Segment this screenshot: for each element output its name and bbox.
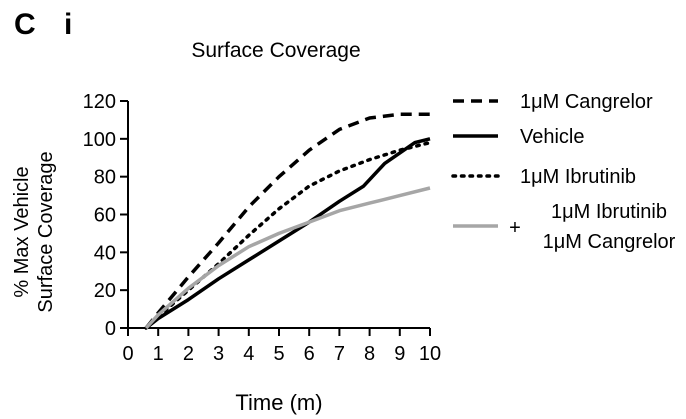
chart-title: Surface Coverage [191, 39, 360, 62]
series-line-1 [144, 112, 430, 330]
panel-label: C i [14, 8, 83, 41]
x-axis-label: Time (m) [235, 390, 322, 415]
legend: 1μM Cangrelor Vehicle 1μM Ibrutinib +1μM Ib… [451, 91, 676, 253]
x-tick-label: 10 [419, 343, 441, 365]
y-axis-label-group: % Max Vehicle Surface Coverage [11, 151, 57, 312]
y-tick-label: 20 [94, 280, 116, 302]
y-tick-label: 60 [94, 205, 116, 227]
legend-prefix: + [509, 217, 521, 239]
y-tick-label: 100 [83, 129, 116, 151]
x-tick-label: 5 [273, 343, 284, 365]
x-tick-label: 0 [122, 343, 133, 365]
x-tick-label: 3 [213, 343, 224, 365]
x-tick-label: 4 [243, 343, 254, 365]
y-tick-label: 80 [94, 167, 116, 189]
series-lines [144, 112, 432, 330]
legend-label-1: 1μM Cangrelor [520, 91, 653, 113]
x-tick-label: 6 [304, 343, 315, 365]
y-tick-label: 120 [83, 91, 116, 113]
legend-label-4: 1μM Cangrelor [543, 231, 676, 253]
legend-label-2: Vehicle [520, 126, 585, 148]
series-line-4 [144, 186, 431, 330]
x-tick-label: 7 [334, 343, 345, 365]
y-axis-label-line-2: Surface Coverage [35, 151, 57, 312]
y-tick-label: 0 [105, 318, 116, 340]
x-tick-label: 8 [364, 343, 375, 365]
x-tick-label: 2 [183, 343, 194, 365]
series-line-2 [145, 137, 431, 330]
y-tick-label: 40 [94, 242, 116, 264]
legend-label-3: 1μM Ibrutinib [520, 166, 636, 188]
x-tick-label: 9 [394, 343, 405, 365]
y-axis-label-line-1: % Max Vehicle [11, 166, 33, 297]
x-tick-label: 1 [153, 343, 164, 365]
legend-label-4: 1μM Ibrutinib [551, 201, 667, 223]
